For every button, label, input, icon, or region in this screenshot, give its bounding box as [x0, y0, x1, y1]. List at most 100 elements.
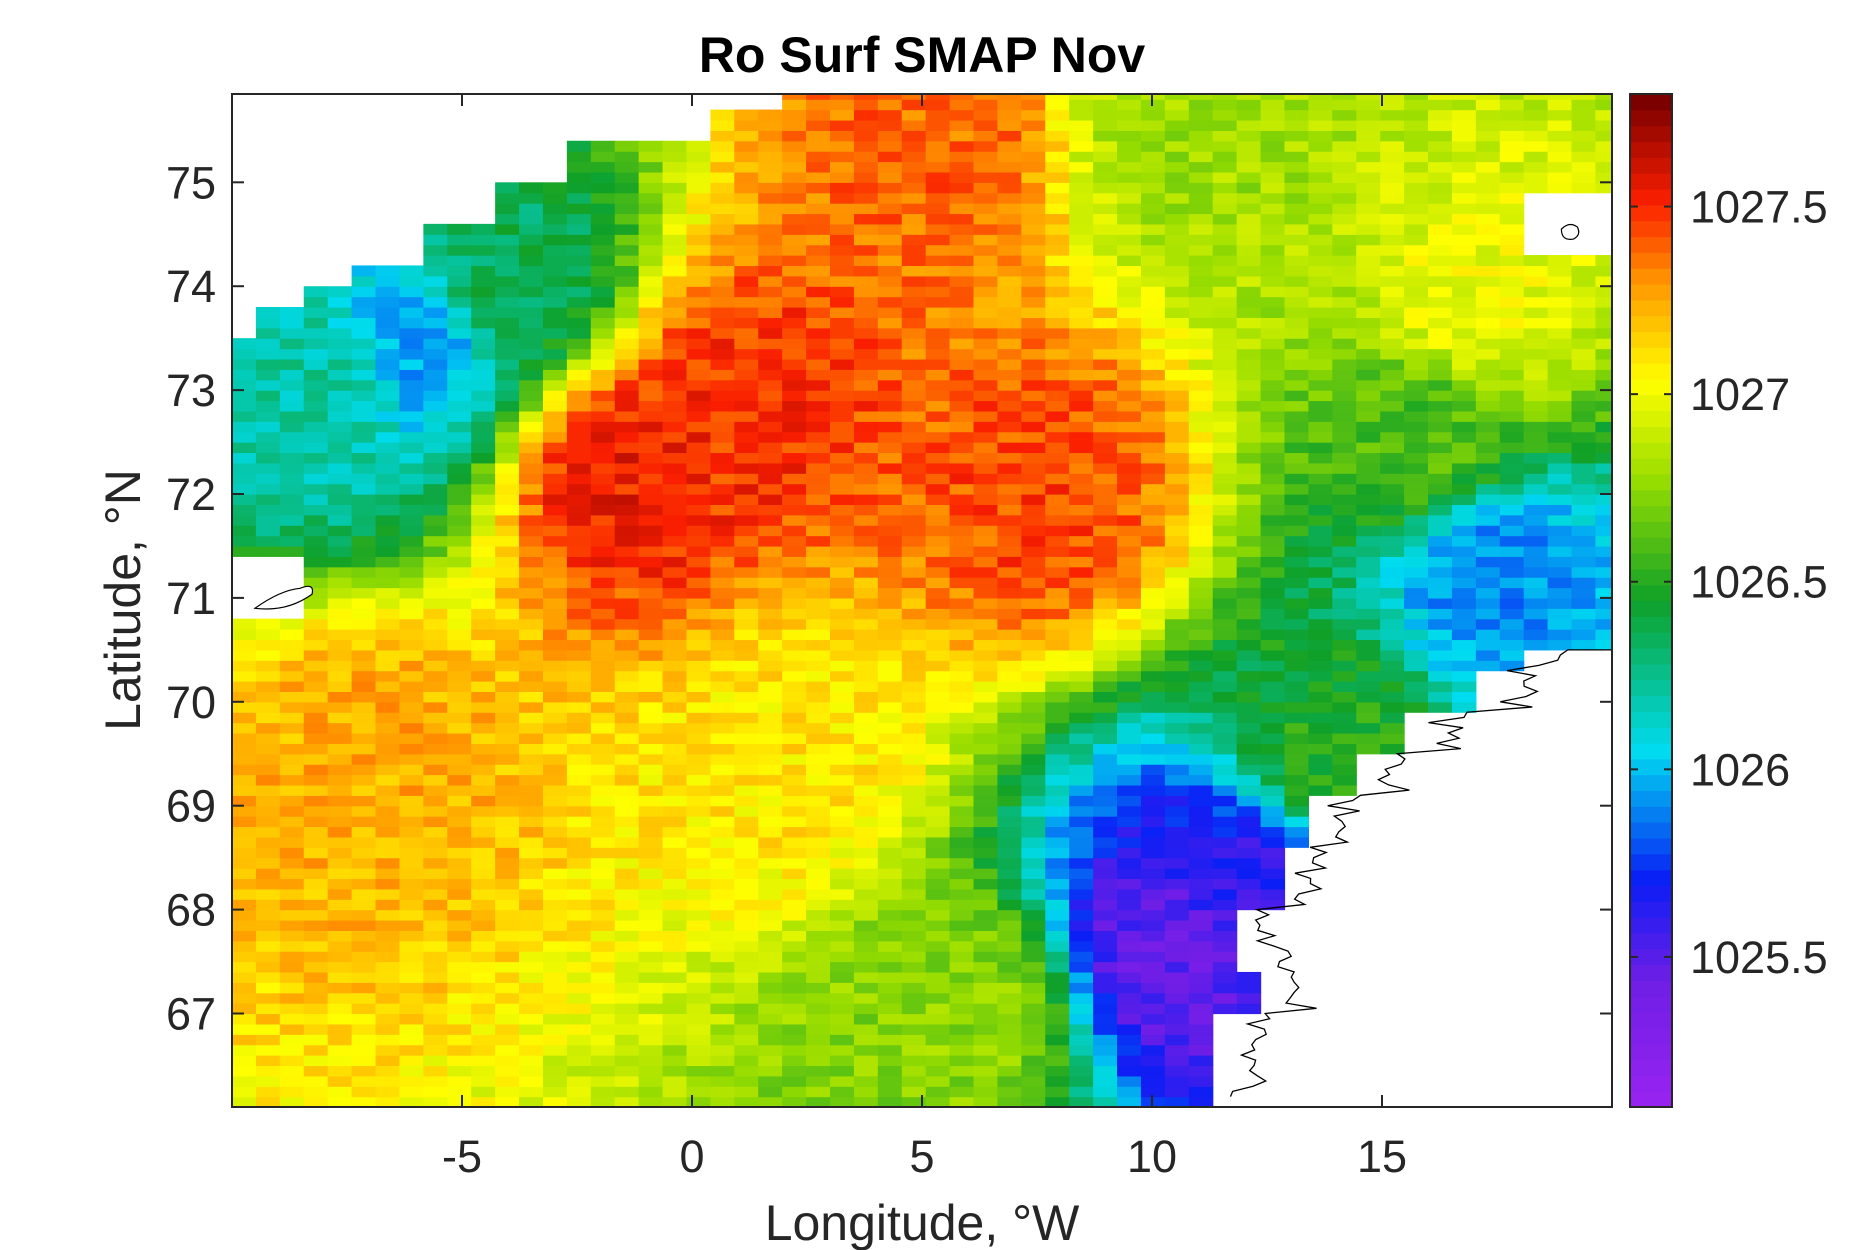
heatmap-cell [806, 431, 831, 443]
heatmap-cell [1595, 171, 1612, 183]
heatmap-cell [830, 275, 855, 287]
heatmap-cell [949, 836, 975, 848]
heatmap-cell [973, 130, 999, 142]
heatmap-cell [1571, 639, 1597, 651]
heatmap-cell [519, 306, 544, 318]
heatmap-cell [1380, 213, 1405, 225]
heatmap-cell [853, 421, 879, 433]
heatmap-cell [1093, 400, 1118, 412]
heatmap-cell [423, 722, 448, 734]
heatmap-cell [1380, 140, 1405, 152]
heatmap-cell [1284, 681, 1309, 693]
heatmap-cell [1021, 99, 1046, 111]
heatmap-cell [997, 951, 1022, 963]
heatmap-cell [901, 171, 927, 183]
heatmap-cell [279, 701, 305, 713]
heatmap-cell [1045, 732, 1070, 744]
heatmap-cell [782, 826, 807, 838]
heatmap-cell [1093, 390, 1118, 402]
heatmap-cell [1428, 649, 1453, 661]
heatmap-cell [782, 618, 807, 630]
heatmap-cell [1428, 203, 1453, 215]
heatmap-cell [734, 639, 759, 651]
heatmap-cell [1069, 462, 1094, 474]
colorbar-segment [1630, 584, 1672, 602]
heatmap-cell [566, 909, 592, 921]
heatmap-cell [614, 338, 640, 350]
heatmap-cell [399, 587, 424, 599]
heatmap-cell [255, 1013, 281, 1025]
heatmap-cell [1069, 203, 1094, 215]
heatmap-cell [1045, 452, 1070, 464]
heatmap-cell [614, 494, 640, 505]
heatmap-cell [925, 203, 951, 215]
heatmap-cell [1236, 556, 1262, 568]
heatmap-cell [1428, 130, 1453, 142]
heatmap-cell [1308, 265, 1333, 277]
heatmap-cell [1428, 306, 1453, 318]
heatmap-cell [925, 951, 951, 963]
heatmap-cell [949, 795, 975, 807]
heatmap-cell [495, 275, 520, 287]
heatmap-cell [1140, 255, 1166, 267]
heatmap-cell [973, 961, 999, 973]
heatmap-cell [662, 629, 688, 641]
heatmap-cell [925, 743, 951, 755]
heatmap-cell [542, 764, 568, 776]
heatmap-cell [1356, 494, 1381, 505]
heatmap-cell [566, 743, 592, 755]
heatmap-cell [327, 566, 353, 578]
heatmap-cell [710, 223, 735, 235]
heatmap-cell [1188, 805, 1214, 817]
heatmap-cell [1428, 462, 1453, 474]
heatmap-cell [519, 182, 544, 194]
heatmap-cell [519, 639, 544, 651]
heatmap-cell [447, 1055, 472, 1067]
heatmap-cell [1021, 556, 1046, 568]
heatmap-cell [399, 483, 424, 495]
heatmap-cell [901, 951, 927, 963]
heatmap-cell [519, 805, 544, 817]
heatmap-cell [973, 99, 999, 111]
heatmap-cell [997, 649, 1022, 661]
heatmap-cell [1188, 182, 1214, 194]
heatmap-cell [590, 182, 616, 194]
heatmap-cell [830, 1075, 855, 1087]
heatmap-cell [1045, 629, 1070, 641]
heatmap-cell [1499, 597, 1525, 609]
heatmap-cell [1117, 836, 1142, 848]
heatmap-cell [1045, 764, 1070, 776]
heatmap-cell [1093, 992, 1118, 1004]
heatmap-cell [1547, 130, 1573, 142]
heatmap-cell [495, 504, 520, 516]
heatmap-cell [1117, 587, 1142, 599]
heatmap-cell [1236, 452, 1262, 464]
heatmap-cell [782, 99, 807, 111]
heatmap-cell [1523, 379, 1549, 391]
heatmap-cell [519, 192, 544, 204]
heatmap-cell [399, 795, 424, 807]
heatmap-cell [279, 358, 305, 370]
heatmap-cell [638, 1096, 664, 1107]
heatmap-cell [327, 452, 353, 464]
heatmap-cell [734, 296, 759, 308]
heatmap-cell [686, 556, 711, 568]
heatmap-cell [782, 701, 807, 713]
heatmap-cell [710, 431, 735, 443]
heatmap-cell [1164, 514, 1190, 526]
heatmap-cell [1284, 94, 1309, 100]
heatmap-cell [901, 639, 927, 651]
heatmap-cell [303, 1013, 329, 1025]
heatmap-cell [471, 930, 496, 942]
heatmap-cell [1499, 130, 1525, 142]
heatmap-cell [1595, 161, 1612, 173]
heatmap-cell [566, 462, 592, 474]
heatmap-cell [686, 296, 711, 308]
heatmap-cell [830, 390, 855, 402]
heatmap-cell [327, 784, 353, 796]
heatmap-cell [303, 421, 329, 433]
heatmap-cell [1069, 971, 1094, 983]
heatmap-cell [1140, 494, 1166, 505]
heatmap-cell [949, 722, 975, 734]
heatmap-cell [590, 140, 616, 152]
